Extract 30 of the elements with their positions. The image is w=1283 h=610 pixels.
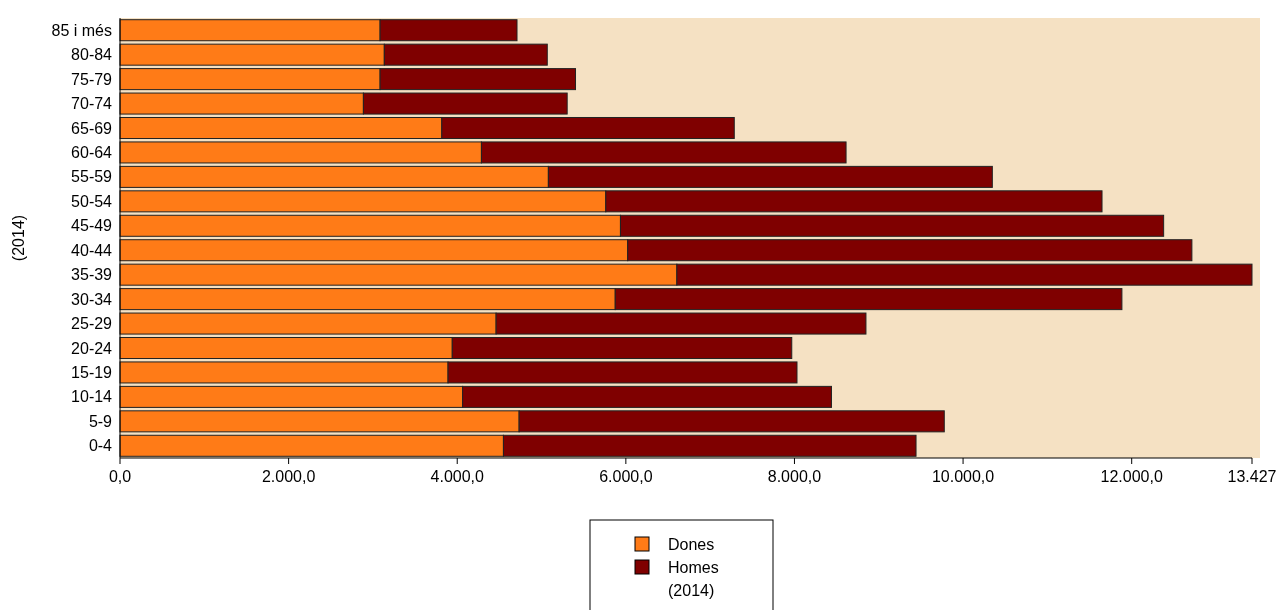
- x-tick-label: 2.000,0: [261, 468, 316, 485]
- x-tick-label: 4.000,0: [430, 468, 485, 485]
- legend-label: Dones: [668, 535, 715, 553]
- legend-title: (2014): [668, 581, 715, 599]
- legend-label: Homes: [668, 558, 719, 576]
- y-tick-label: 15-19: [71, 364, 113, 382]
- x-tick-label: 13.427: [1227, 468, 1277, 485]
- y-tick-label: 50-54: [71, 192, 113, 210]
- y-tick-label: 30-34: [71, 290, 113, 308]
- y-tick-label: 55-59: [71, 168, 113, 186]
- y-tick-label: 60-64: [71, 144, 113, 162]
- y-tick-label: 85 i més: [51, 21, 112, 39]
- x-tick-label: 0,0: [108, 468, 132, 485]
- y-axis-title: (2014): [10, 214, 27, 262]
- y-tick-label: 65-69: [71, 119, 113, 137]
- y-tick-label: 70-74: [71, 95, 113, 113]
- y-tick-label: 45-49: [71, 217, 113, 235]
- x-tick-label: 6.000,0: [599, 468, 653, 485]
- y-tick-label: 10-14: [71, 388, 113, 406]
- y-tick-label: 5-9: [88, 412, 113, 430]
- y-tick-label: 0-4: [88, 437, 113, 455]
- y-tick-label: 35-39: [71, 266, 113, 284]
- x-tick-label: 8.000,0: [767, 468, 822, 485]
- x-tick-label: 12.000,0: [1100, 468, 1163, 485]
- y-tick-label: 40-44: [71, 241, 113, 259]
- y-tick-label: 75-79: [71, 70, 113, 88]
- y-tick-label: 20-24: [71, 339, 113, 357]
- y-tick-label: 25-29: [71, 315, 113, 333]
- y-tick-label: 80-84: [71, 46, 113, 64]
- x-tick-label: 10.000,0: [931, 468, 995, 485]
